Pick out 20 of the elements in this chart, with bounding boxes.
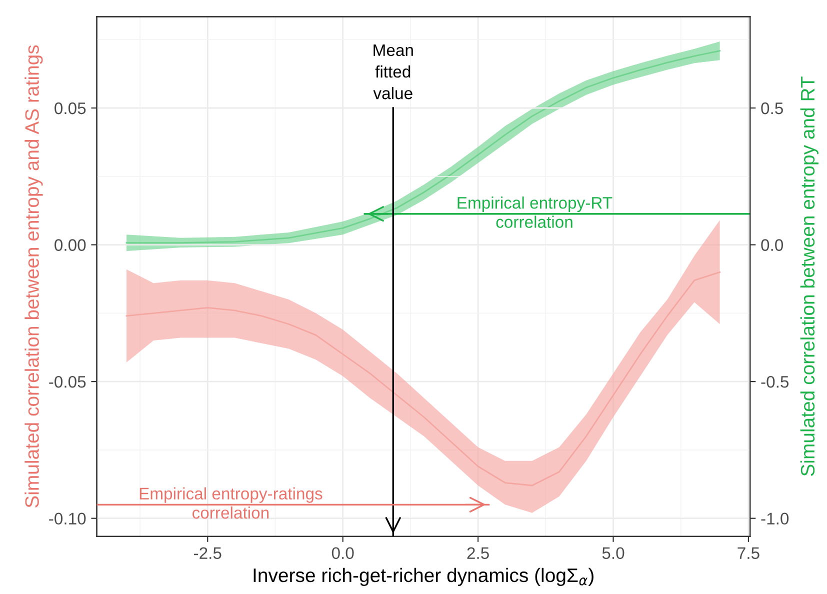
ref-line-label: Empirical entropy-RT correlation <box>458 196 612 228</box>
ref-line-label: Mean fitted value <box>373 44 413 100</box>
y2-tick-label: -0.5 <box>761 376 789 388</box>
y-tick-label: 0.05 <box>54 102 86 114</box>
ref-line-label: Empirical entropy-ratings correlation <box>140 487 322 519</box>
y2-tick-label: -1.0 <box>761 512 789 525</box>
x-tick-label: 7.5 <box>738 547 760 560</box>
y2-tick-label: 0.0 <box>761 239 784 251</box>
y-tick-label: -0.05 <box>49 376 86 388</box>
y-tick-label: 0.00 <box>54 239 86 251</box>
x-axis-title: Inverse rich-get-richer dynamics (logΣ$_{α}$) <box>254 568 594 586</box>
x-tick-label: 0.0 <box>332 547 354 560</box>
line-series <box>126 271 720 486</box>
y-tick-label: -0.10 <box>49 512 86 525</box>
x-tick-label: 2.5 <box>467 547 489 560</box>
x-tick-label: 5.0 <box>602 547 624 560</box>
y2-axis-title: Simulated correlation between entropy and RT <box>800 76 818 476</box>
y-axis-title: Simulated correlation between entropy and AS ratings <box>24 45 43 508</box>
y2-tick-label: 0.5 <box>761 102 783 114</box>
x-tick-label: -2.5 <box>194 547 222 560</box>
